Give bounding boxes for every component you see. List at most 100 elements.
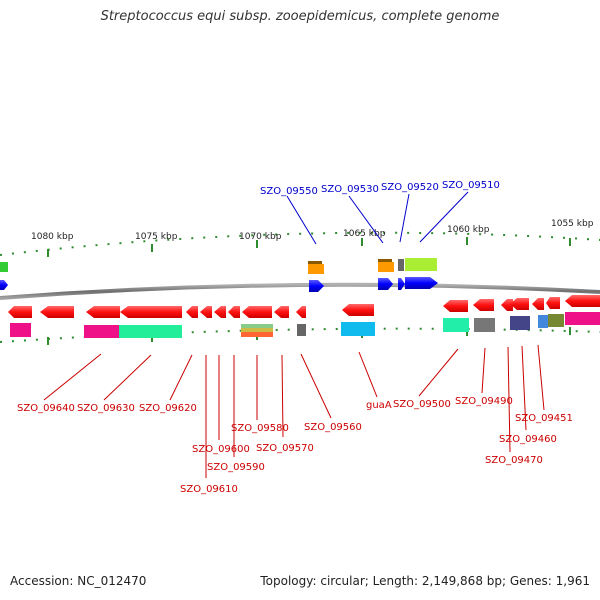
annotation-bar <box>241 332 273 337</box>
ruler-label: 1070 kbp <box>239 232 282 242</box>
annotation-bar <box>341 322 375 336</box>
gene-label[interactable]: SZO_09500 <box>393 399 451 410</box>
annotation-bar <box>241 324 273 328</box>
ruler-label: 1060 kbp <box>447 225 490 235</box>
annotation-bar <box>308 264 324 274</box>
gene-label[interactable]: SZO_09490 <box>455 396 513 407</box>
annotation-bar <box>297 324 306 336</box>
gene-arrow[interactable] <box>378 278 393 290</box>
leader-line <box>169 354 193 401</box>
annotation-bar <box>378 259 392 262</box>
annotation-bar <box>538 315 548 328</box>
accession-text: Accession: NC_012470 <box>10 574 147 588</box>
gene-arrow[interactable] <box>242 306 272 318</box>
annotation-bar <box>565 312 600 325</box>
annotation-bar <box>308 261 322 264</box>
gene-arrow[interactable] <box>405 277 438 289</box>
gene-label[interactable]: SZO_09530 <box>321 184 379 195</box>
gene-label[interactable]: SZO_09570 <box>256 443 314 454</box>
gene-label[interactable]: SZO_09550 <box>260 186 318 197</box>
cog-annotations <box>10 312 600 338</box>
gene-arrow[interactable] <box>274 306 289 318</box>
forward-genes <box>0 258 438 292</box>
gene-arrow[interactable] <box>40 306 74 318</box>
gene-arrow[interactable] <box>443 300 468 312</box>
leader-line <box>418 348 459 397</box>
gene-arrow[interactable] <box>120 306 182 318</box>
gene-arrow[interactable] <box>501 299 513 311</box>
leader-line <box>358 351 378 398</box>
gene-label[interactable]: SZO_09460 <box>499 434 557 445</box>
ruler-label: 1080 kbp <box>31 232 74 242</box>
gene-arrow[interactable] <box>228 306 240 318</box>
annotation-bar <box>10 323 31 337</box>
leader-line <box>507 346 511 453</box>
annotation-bar <box>0 262 8 272</box>
page-title: Streptococcus equi subsp. zooepidemicus,… <box>100 9 500 24</box>
gene-label[interactable]: SZO_09630 <box>77 403 135 414</box>
gene-arrow[interactable] <box>309 280 324 292</box>
leader-line <box>348 195 384 244</box>
gene-label[interactable]: SZO_09600 <box>192 444 250 455</box>
gene-arrow[interactable] <box>200 306 212 318</box>
gene-label[interactable]: SZO_09560 <box>304 422 362 433</box>
gene-arrow[interactable] <box>214 306 226 318</box>
leader-line <box>103 354 152 401</box>
gene-label[interactable]: SZO_09510 <box>442 180 500 191</box>
annotation-bar <box>398 259 404 271</box>
gene-arrow[interactable] <box>186 306 198 318</box>
gene-arrow[interactable] <box>342 304 374 316</box>
top-label-leaders <box>286 191 469 245</box>
gene-label[interactable]: SZO_09520 <box>381 182 439 193</box>
leader-line <box>300 353 332 419</box>
ruler-label: 1055 kbp <box>551 219 594 229</box>
annotation-bar <box>241 328 273 332</box>
bottom-gene-labels: SZO_09640 SZO_09630 SZO_09620 SZO_09610 … <box>17 396 573 495</box>
bottom-label-leaders <box>43 344 545 478</box>
reverse-genes <box>8 295 600 318</box>
ruler-label: 1065 kbp <box>343 229 386 239</box>
ruler-label: 1075 kbp <box>135 232 178 242</box>
annotation-bar <box>548 314 564 327</box>
gene-arrow[interactable] <box>473 299 494 311</box>
leader-line <box>419 191 469 243</box>
gene-label[interactable]: SZO_09451 <box>515 413 573 424</box>
gene-arrow[interactable] <box>296 306 306 318</box>
annotation-bar <box>510 316 530 330</box>
top-tick-track <box>0 231 600 256</box>
annotation-bar <box>405 258 437 271</box>
gene-arrow[interactable] <box>565 295 600 307</box>
top-dotted-arc <box>0 231 600 256</box>
gene-arrow[interactable] <box>546 297 560 309</box>
leader-line <box>43 353 102 401</box>
annotation-bar <box>378 262 394 272</box>
gene-label[interactable]: SZO_09620 <box>139 403 197 414</box>
gene-arrow[interactable] <box>510 298 529 310</box>
gene-label[interactable]: SZO_09640 <box>17 403 75 414</box>
gene-label[interactable]: guaA <box>366 400 392 411</box>
annotation-bar <box>84 325 119 338</box>
gene-arrow[interactable] <box>86 306 120 318</box>
leader-line <box>537 344 545 411</box>
annotation-bar <box>474 318 495 332</box>
leader-line <box>399 193 410 243</box>
leader-line <box>521 345 527 431</box>
leader-line <box>281 354 284 438</box>
gene-label[interactable]: SZO_09580 <box>231 423 289 434</box>
top-gene-labels: SZO_09550 SZO_09530 SZO_09520 SZO_09510 <box>260 180 500 197</box>
gene-arrow[interactable] <box>0 280 8 290</box>
gene-arrow[interactable] <box>532 298 544 310</box>
gene-label[interactable]: SZO_09470 <box>485 455 543 466</box>
gene-label[interactable]: SZO_09590 <box>207 462 265 473</box>
gene-label[interactable]: SZO_09610 <box>180 484 238 495</box>
ruler: 1080 kbp 1075 kbp 1070 kbp 1065 kbp 1060… <box>31 219 594 257</box>
leader-line <box>286 195 317 245</box>
annotation-bar <box>443 318 469 332</box>
genome-summary-text: Topology: circular; Length: 2,149,868 bp… <box>260 574 590 588</box>
leader-line <box>481 347 486 394</box>
annotation-bar <box>119 325 182 338</box>
genome-backbone <box>0 282 600 300</box>
gene-arrow[interactable] <box>398 278 405 290</box>
gene-arrow[interactable] <box>8 306 32 318</box>
